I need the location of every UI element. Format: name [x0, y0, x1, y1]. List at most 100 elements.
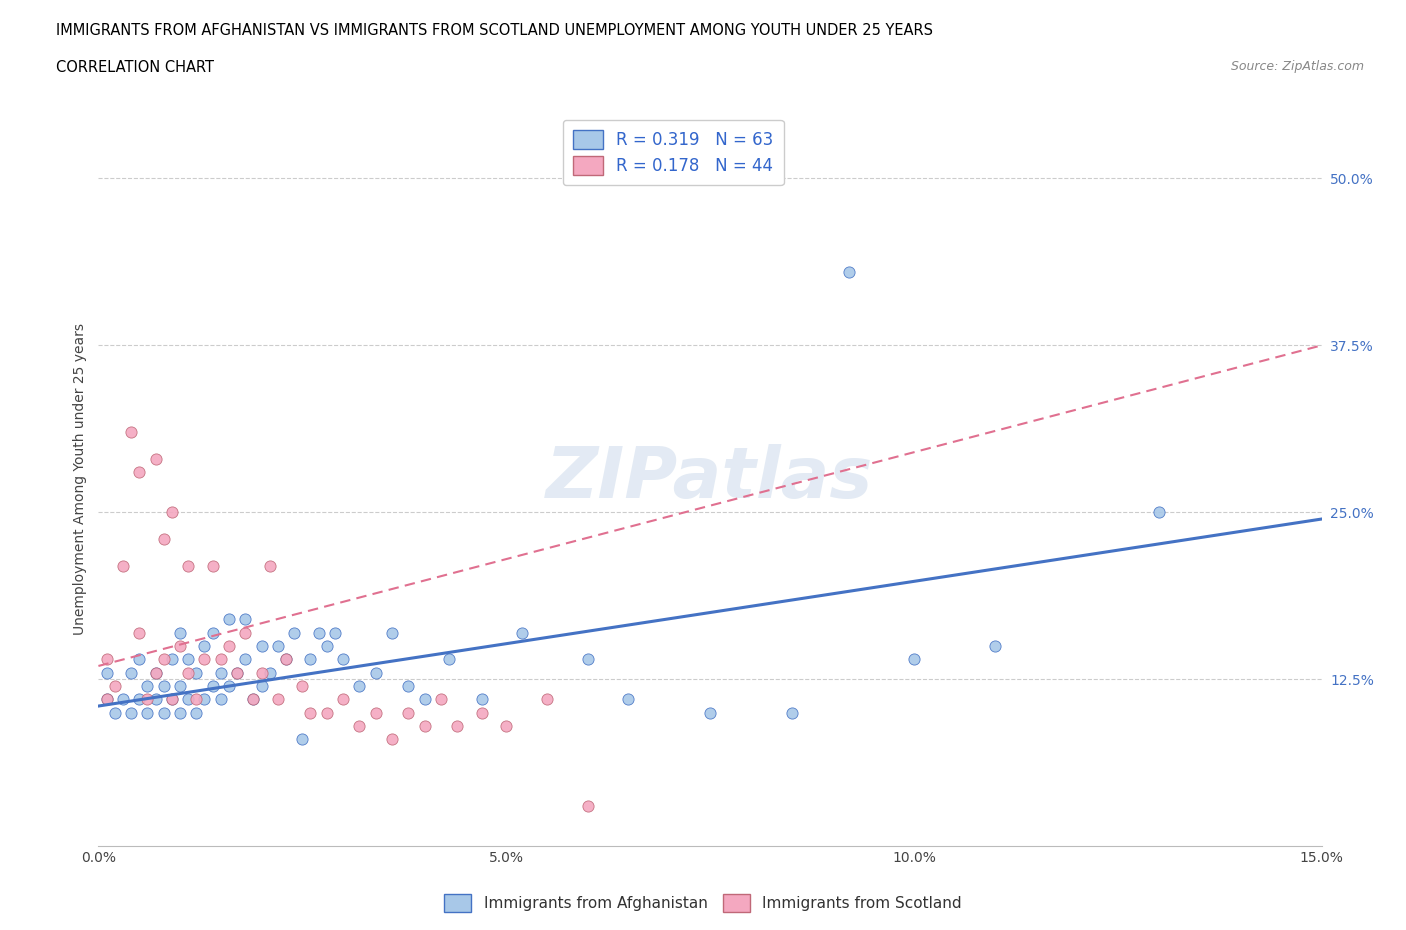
Point	[218, 679, 240, 694]
Point	[471, 692, 494, 707]
Legend: R = 0.319   N = 63, R = 0.178   N = 44: R = 0.319 N = 63, R = 0.178 N = 44	[562, 120, 783, 185]
Point	[136, 705, 159, 720]
Point	[471, 705, 494, 720]
Point	[177, 665, 200, 680]
Point	[903, 652, 925, 667]
Y-axis label: Unemployment Among Youth under 25 years: Unemployment Among Youth under 25 years	[73, 323, 87, 635]
Point	[136, 679, 159, 694]
Point	[536, 692, 558, 707]
Point	[201, 625, 224, 640]
Point	[242, 692, 264, 707]
Point	[111, 692, 134, 707]
Point	[128, 652, 150, 667]
Point	[446, 719, 468, 734]
Point	[381, 732, 404, 747]
Point	[177, 558, 200, 573]
Point	[193, 692, 215, 707]
Point	[128, 465, 150, 480]
Point	[267, 692, 290, 707]
Point	[512, 625, 534, 640]
Point	[104, 679, 127, 694]
Point	[364, 665, 387, 680]
Point	[96, 652, 118, 667]
Point	[120, 705, 142, 720]
Point	[349, 719, 371, 734]
Point	[152, 652, 174, 667]
Point	[984, 639, 1007, 654]
Point	[413, 719, 436, 734]
Point	[259, 665, 281, 680]
Point	[193, 639, 215, 654]
Point	[315, 705, 337, 720]
Point	[495, 719, 517, 734]
Point	[242, 692, 264, 707]
Point	[323, 625, 346, 640]
Point	[218, 639, 240, 654]
Point	[364, 705, 387, 720]
Point	[233, 652, 256, 667]
Point	[576, 652, 599, 667]
Point	[193, 652, 215, 667]
Point	[209, 665, 232, 680]
Point	[186, 692, 208, 707]
Point	[120, 425, 142, 440]
Point	[120, 665, 142, 680]
Point	[396, 679, 419, 694]
Point	[308, 625, 330, 640]
Point	[186, 665, 208, 680]
Text: Source: ZipAtlas.com: Source: ZipAtlas.com	[1230, 60, 1364, 73]
Point	[349, 679, 371, 694]
Text: IMMIGRANTS FROM AFGHANISTAN VS IMMIGRANTS FROM SCOTLAND UNEMPLOYMENT AMONG YOUTH: IMMIGRANTS FROM AFGHANISTAN VS IMMIGRANT…	[56, 23, 934, 38]
Point	[104, 705, 127, 720]
Point	[226, 665, 249, 680]
Legend: Immigrants from Afghanistan, Immigrants from Scotland: Immigrants from Afghanistan, Immigrants …	[437, 888, 969, 918]
Point	[145, 451, 167, 466]
Point	[283, 625, 305, 640]
Point	[838, 264, 860, 279]
Point	[145, 692, 167, 707]
Point	[201, 558, 224, 573]
Point	[1147, 505, 1170, 520]
Point	[128, 625, 150, 640]
Point	[111, 558, 134, 573]
Point	[160, 505, 183, 520]
Point	[332, 692, 354, 707]
Point	[152, 532, 174, 547]
Point	[315, 639, 337, 654]
Point	[96, 665, 118, 680]
Point	[576, 799, 599, 814]
Point	[233, 625, 256, 640]
Point	[186, 705, 208, 720]
Point	[233, 612, 256, 627]
Point	[274, 652, 297, 667]
Point	[381, 625, 404, 640]
Point	[96, 692, 118, 707]
Point	[209, 692, 232, 707]
Point	[274, 652, 297, 667]
Point	[209, 652, 232, 667]
Point	[396, 705, 419, 720]
Point	[430, 692, 453, 707]
Point	[145, 665, 167, 680]
Point	[250, 665, 273, 680]
Point	[299, 705, 322, 720]
Point	[169, 625, 191, 640]
Point	[96, 692, 118, 707]
Text: ZIPatlas: ZIPatlas	[547, 445, 873, 513]
Point	[780, 705, 803, 720]
Point	[152, 705, 174, 720]
Point	[169, 705, 191, 720]
Point	[201, 679, 224, 694]
Point	[299, 652, 322, 667]
Point	[617, 692, 640, 707]
Point	[169, 639, 191, 654]
Point	[169, 679, 191, 694]
Point	[160, 652, 183, 667]
Point	[160, 692, 183, 707]
Point	[218, 612, 240, 627]
Text: CORRELATION CHART: CORRELATION CHART	[56, 60, 214, 75]
Point	[145, 665, 167, 680]
Point	[128, 692, 150, 707]
Point	[332, 652, 354, 667]
Point	[437, 652, 460, 667]
